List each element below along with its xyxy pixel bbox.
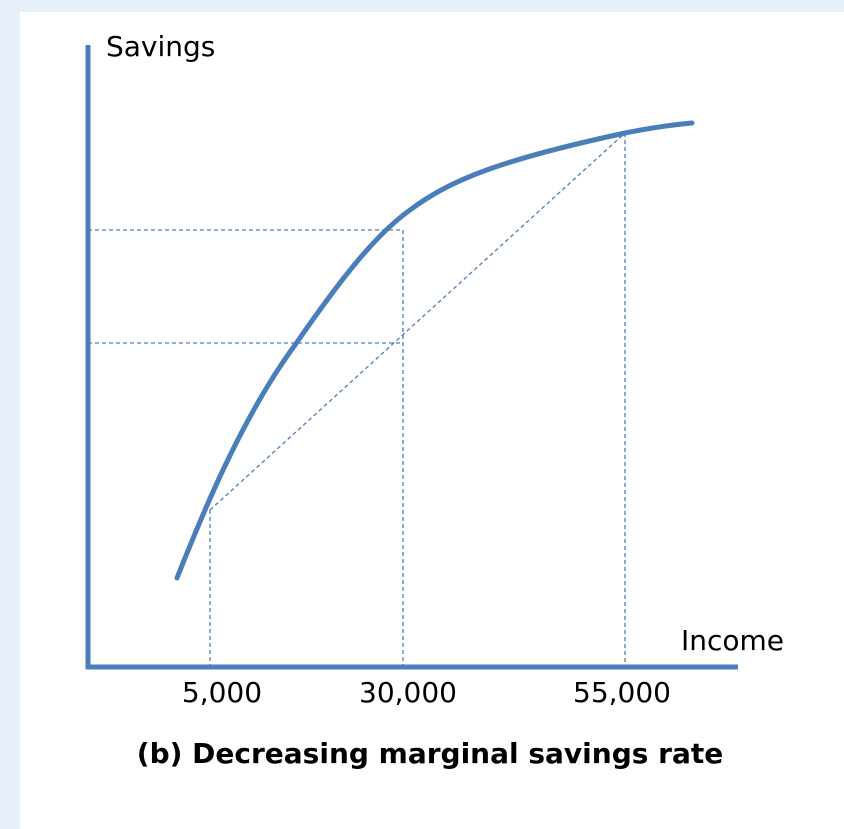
x-tick-label: 55,000: [573, 676, 671, 709]
x-axis-label: Income: [681, 624, 784, 657]
x-tick-label: 30,000: [359, 676, 457, 709]
y-axis-label: Savings: [106, 30, 215, 63]
savings-curve: [174, 120, 695, 581]
caption: (b) Decreasing marginal savings rate: [137, 737, 723, 770]
panel: [20, 12, 844, 829]
guide-lines: [88, 132, 626, 667]
axes: [85, 45, 738, 670]
x-tick-label: 5,000: [182, 676, 262, 709]
chord-line: [209, 132, 626, 511]
